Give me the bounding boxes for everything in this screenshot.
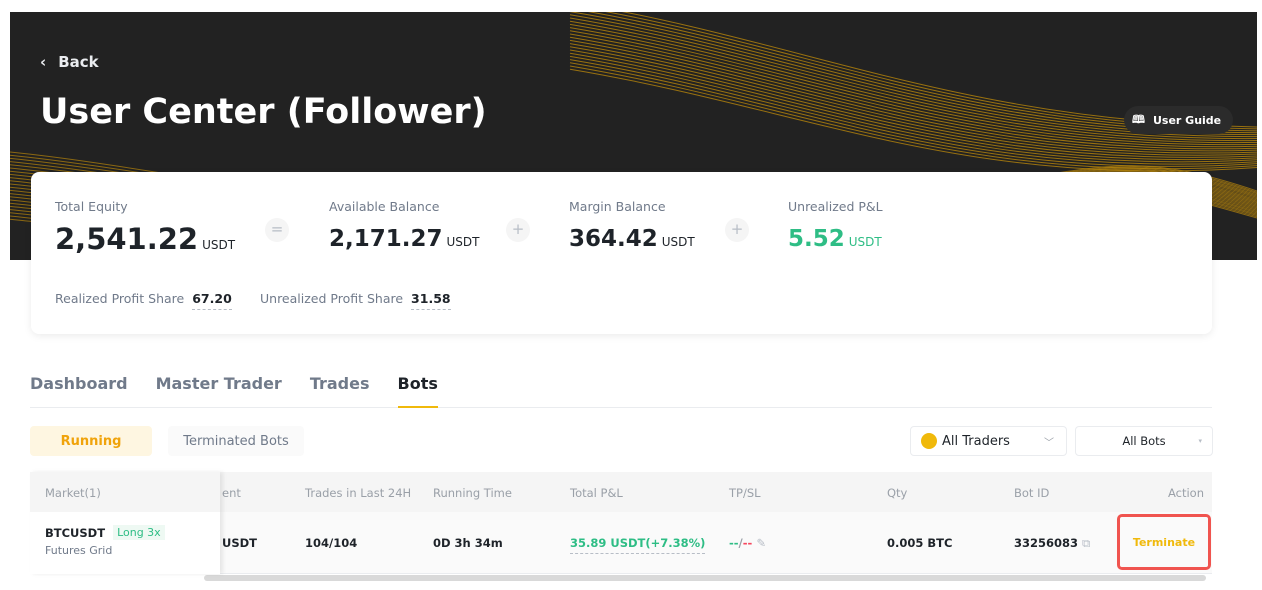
back-button[interactable]: ‹ Back [40, 53, 99, 71]
edit-icon[interactable]: ✎ [756, 536, 766, 550]
copy-icon[interactable]: ⧉ [1082, 536, 1091, 550]
leverage-badge: Long 3x [113, 525, 165, 540]
balance-card: Total Equity 2,541.22 USDT = Available Bal… [31, 172, 1212, 334]
tab-dashboard[interactable]: Dashboard [30, 374, 128, 393]
tab-bots[interactable]: Bots [397, 374, 438, 408]
chevron-left-icon: ‹ [40, 53, 47, 71]
page-title: User Center (Follower) [40, 92, 487, 132]
equals-icon: = [265, 218, 289, 242]
plus-icon: + [506, 218, 530, 242]
terminated-bots-filter[interactable]: Terminated Bots [168, 426, 304, 456]
trader-avatar-icon [921, 433, 937, 449]
chevron-down-icon: ▾ [1198, 437, 1202, 445]
table-header: ent Trades in Last 24H Running Time Tota… [30, 472, 1212, 512]
horizontal-scrollbar[interactable] [204, 575, 1206, 581]
user-guide-button[interactable]: 🕮 User Guide [1124, 106, 1234, 134]
plus-icon: + [725, 218, 749, 242]
book-icon: 🕮 [1132, 112, 1145, 126]
unrealized-profit-share: Unrealized Profit Share 31.58 [260, 291, 451, 310]
margin-balance: Margin Balance 364.42 USDT [569, 199, 695, 252]
total-pnl[interactable]: 35.89 USDT(+7.38%) [570, 536, 706, 554]
traders-select[interactable]: All Traders ﹀ [910, 426, 1067, 456]
available-balance: Available Balance 2,171.27 USDT [329, 199, 480, 252]
unrealized-pnl: Unrealized P&L 5.52 USDT [788, 199, 883, 252]
tab-master-trader[interactable]: Master Trader [155, 374, 282, 393]
tab-trades[interactable]: Trades [309, 374, 370, 393]
running-filter[interactable]: Running [30, 426, 152, 456]
realized-profit-share: Realized Profit Share 67.20 [55, 291, 232, 310]
table-row: USDT 104/104 0D 3h 34m 35.89 USDT(+7.38%… [30, 512, 1212, 574]
bots-select[interactable]: All Bots ▾ [1075, 426, 1213, 456]
tpsl: --/-- ✎ [729, 536, 766, 550]
market-column: Market(1) BTCUSDT Long 3x Futures Grid [30, 472, 220, 574]
total-equity: Total Equity 2,541.22 USDT [55, 199, 236, 256]
main-tabs: Dashboard Master Trader Trades Bots [30, 374, 1212, 408]
terminate-button[interactable]: Terminate [1117, 514, 1211, 570]
chevron-down-icon: ﹀ [1044, 437, 1054, 449]
